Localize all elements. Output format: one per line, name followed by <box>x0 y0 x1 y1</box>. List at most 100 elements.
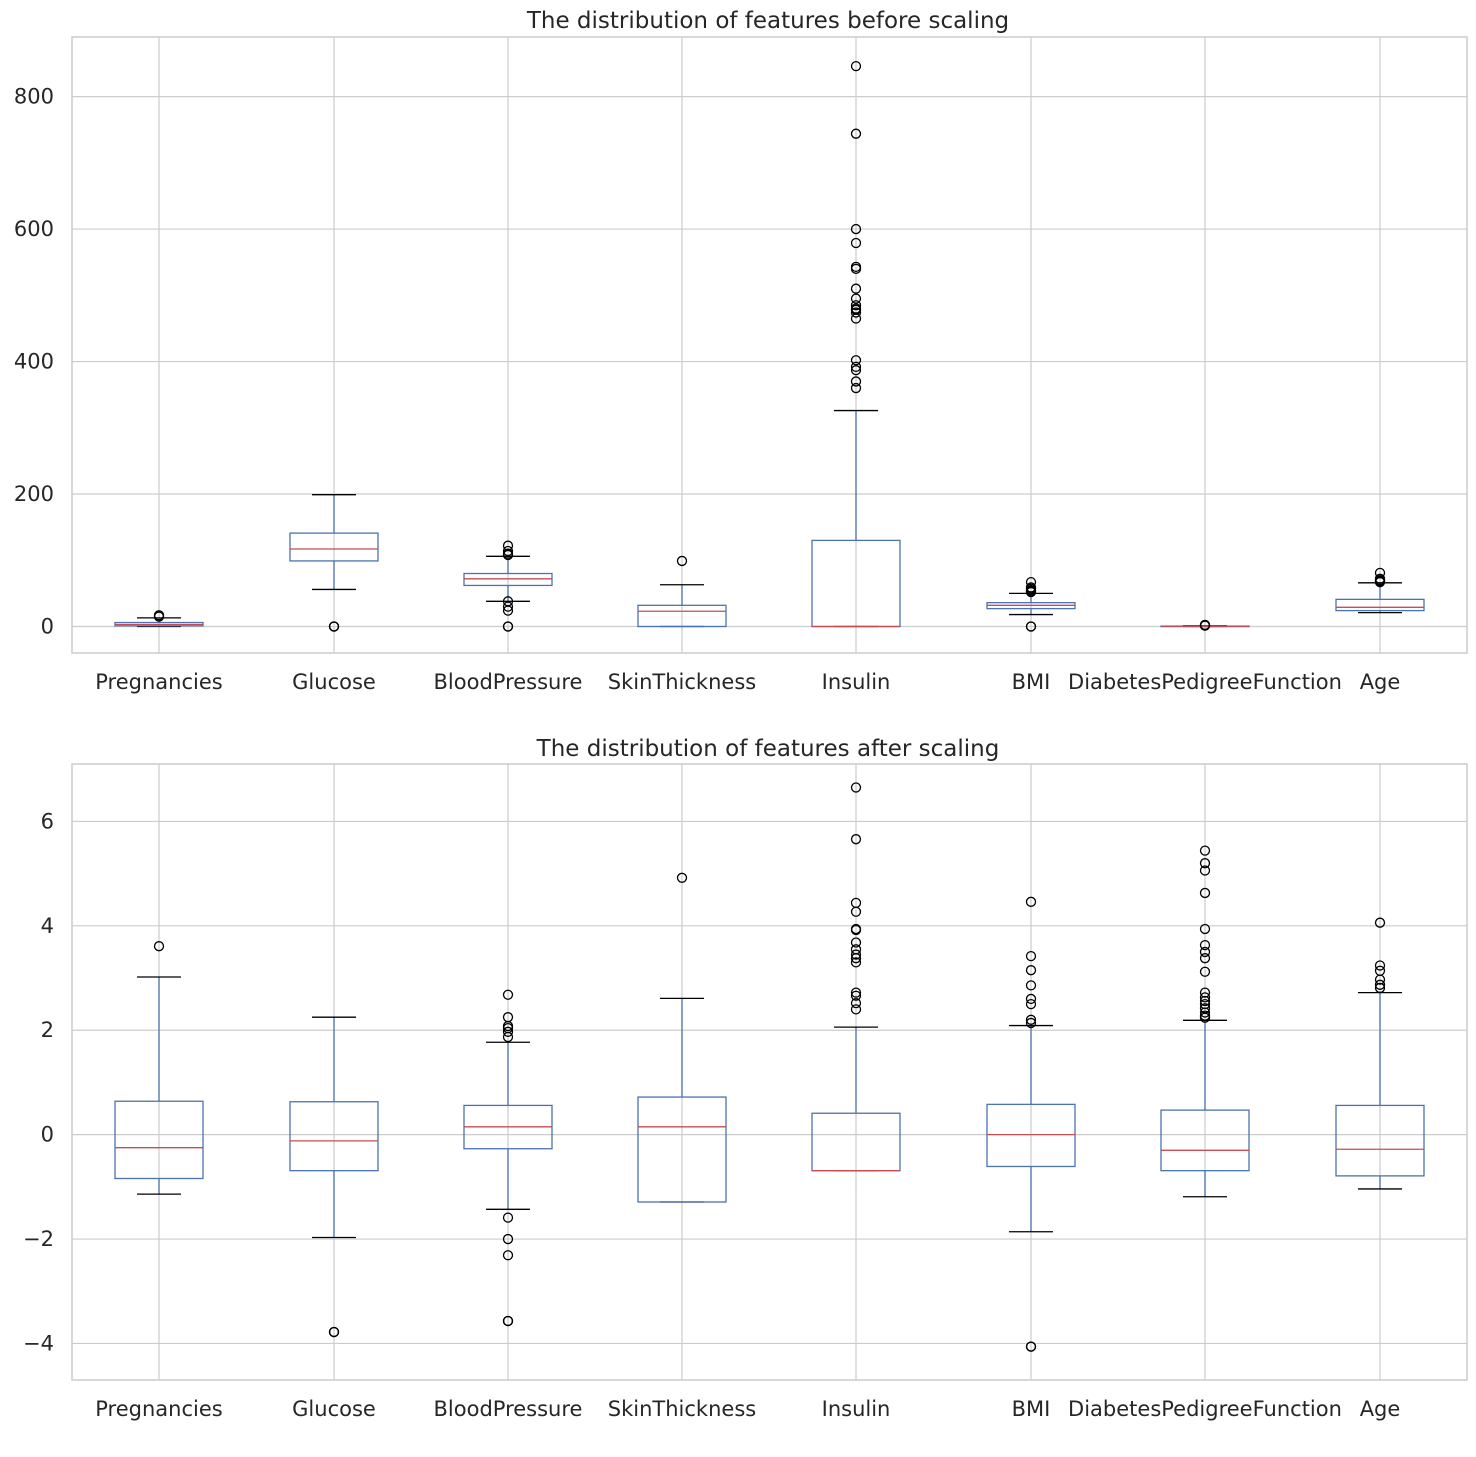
outlier-point <box>850 382 862 394</box>
outlier-point <box>502 1315 514 1327</box>
outlier-point <box>850 937 862 948</box>
outlier-point <box>502 1012 514 1023</box>
x-tick-label: SkinThickness <box>608 1397 756 1421</box>
outlier-point <box>502 545 514 557</box>
y-tick-label: 6 <box>41 809 54 833</box>
outlier-point <box>502 1212 514 1223</box>
x-tick-label: Age <box>1360 670 1401 694</box>
box-age <box>1335 567 1425 614</box>
outlier-point <box>1025 965 1037 976</box>
x-tick-label: Age <box>1360 1397 1401 1421</box>
outlier-point <box>1199 966 1211 977</box>
outlier-point <box>1199 987 1211 998</box>
outlier-point <box>1199 845 1211 856</box>
x-tick-label: BloodPressure <box>434 670 583 694</box>
iqr-box <box>1160 1109 1250 1172</box>
outlier-point <box>850 957 862 968</box>
outlier-point <box>1374 965 1386 976</box>
outlier-point <box>1199 923 1211 935</box>
outlier-point <box>1025 576 1037 588</box>
y-tick-label: 200 <box>14 482 54 506</box>
box-glucose <box>289 1016 379 1338</box>
box-bmi <box>986 576 1076 632</box>
y-tick-label: −2 <box>23 1227 54 1251</box>
outlier-point <box>328 1326 340 1338</box>
outlier-point <box>502 1250 514 1261</box>
outlier-point <box>1199 939 1211 951</box>
iqr-box <box>289 532 379 562</box>
outlier-point <box>1374 567 1386 579</box>
outlier-point <box>850 307 862 318</box>
after-scaling-boxplot-panel: The distribution of features after scali… <box>23 736 1468 1421</box>
x-tick-label: BMI <box>1012 670 1051 694</box>
chart-title-after: The distribution of features after scali… <box>536 736 1000 762</box>
y-tick-label: −4 <box>23 1331 54 1355</box>
y-tick-label: 2 <box>41 1018 54 1042</box>
plot-frame <box>71 36 1468 654</box>
outlier-point <box>676 872 688 883</box>
box-diabetespedigreefunction <box>1160 845 1250 1198</box>
outlier-point <box>850 300 862 311</box>
x-tick-label: Pregnancies <box>95 1397 222 1421</box>
outlier-point <box>1025 980 1037 991</box>
gridlines <box>72 37 1467 653</box>
outlier-point <box>1025 621 1037 632</box>
outlier-point <box>850 990 862 1001</box>
box-bmi <box>986 896 1076 1352</box>
y-tick-label: 600 <box>14 217 54 241</box>
outlier-point <box>1199 887 1211 899</box>
box-glucose <box>289 494 379 632</box>
outlier-point <box>1199 1003 1211 1014</box>
outlier-point <box>502 540 514 551</box>
outlier-point <box>1199 1010 1211 1021</box>
box-pregnancies <box>114 941 204 1195</box>
box-pregnancies <box>114 610 204 628</box>
outlier-point <box>850 834 862 845</box>
chart-title-before: The distribution of features before scal… <box>526 8 1009 34</box>
outlier-point <box>850 355 862 366</box>
outlier-point <box>1199 992 1211 1003</box>
iqr-box <box>637 1096 727 1203</box>
box-age <box>1335 917 1425 1190</box>
outlier-point <box>1199 865 1211 876</box>
x-tick-label: Insulin <box>822 1397 891 1421</box>
outlier-point <box>1025 1017 1037 1029</box>
outlier-point <box>1025 950 1037 962</box>
iqr-box <box>114 1100 204 1180</box>
outlier-point <box>502 601 514 612</box>
outlier-point <box>1199 858 1211 869</box>
outlier-point <box>1025 896 1037 907</box>
x-tick-label: Glucose <box>292 1397 376 1421</box>
outlier-point <box>502 596 514 607</box>
outlier-point <box>502 989 514 1000</box>
outlier-point <box>1025 1341 1037 1352</box>
outlier-point <box>850 987 862 998</box>
iqr-box <box>463 572 553 587</box>
outlier-point <box>1374 573 1386 584</box>
outlier-point <box>1025 993 1037 1005</box>
outlier-point <box>850 782 862 793</box>
box-bloodpressure <box>463 540 553 632</box>
outlier-point <box>1025 582 1037 593</box>
outlier-point <box>1199 619 1211 631</box>
outlier-point <box>850 361 862 373</box>
x-tick-label: BloodPressure <box>434 1397 583 1421</box>
y-tick-label: 800 <box>14 85 54 109</box>
box-skinthickness <box>637 555 727 628</box>
outlier-point <box>850 923 862 935</box>
iqr-box <box>1335 1104 1425 1177</box>
x-tick-label: SkinThickness <box>608 670 756 694</box>
outlier-point <box>1374 917 1386 928</box>
y-tick-label: 0 <box>41 615 54 639</box>
outlier-point <box>1374 979 1386 990</box>
outlier-point <box>1199 953 1211 964</box>
outlier-point <box>850 60 862 72</box>
outlier-point <box>502 548 514 559</box>
x-tick-label: Insulin <box>822 670 891 694</box>
outlier-point <box>850 997 862 1009</box>
outlier-point <box>850 261 862 272</box>
y-tick-label: 4 <box>41 914 54 938</box>
outlier-point <box>850 376 862 387</box>
outlier-point <box>850 128 862 139</box>
